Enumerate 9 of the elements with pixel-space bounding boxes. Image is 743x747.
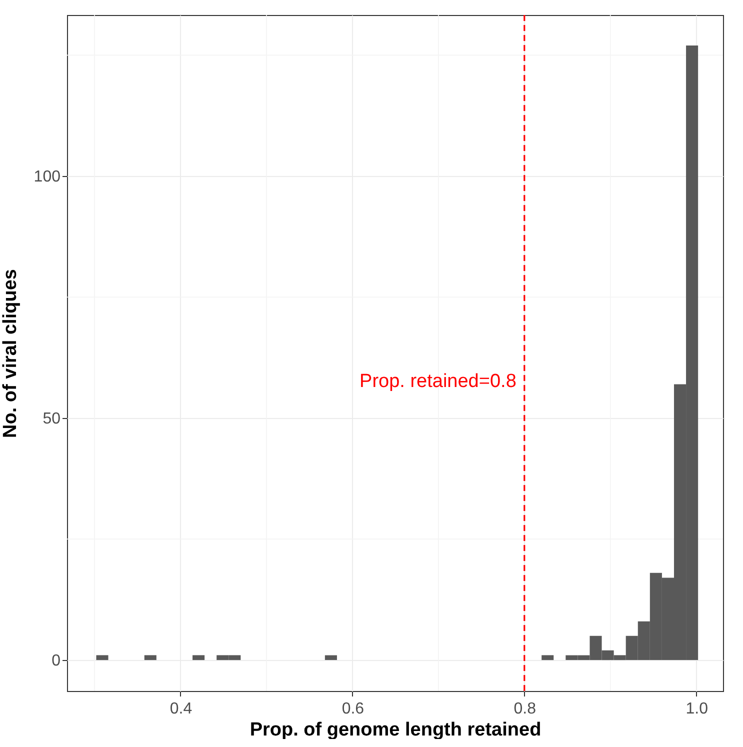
y-tick-label: 0 bbox=[52, 652, 61, 670]
x-tick-label: 0.6 bbox=[342, 700, 364, 718]
x-tick-label: 1.0 bbox=[686, 700, 708, 718]
y-axis-title: No. of viral cliques bbox=[0, 269, 21, 438]
y-tick-label: 100 bbox=[34, 168, 61, 186]
x-tick-label: 0.4 bbox=[170, 700, 192, 718]
ref-line-label: Prop. retained=0.8 bbox=[360, 371, 516, 392]
x-tick-label: 0.8 bbox=[514, 700, 536, 718]
y-tick-label: 50 bbox=[42, 410, 61, 428]
